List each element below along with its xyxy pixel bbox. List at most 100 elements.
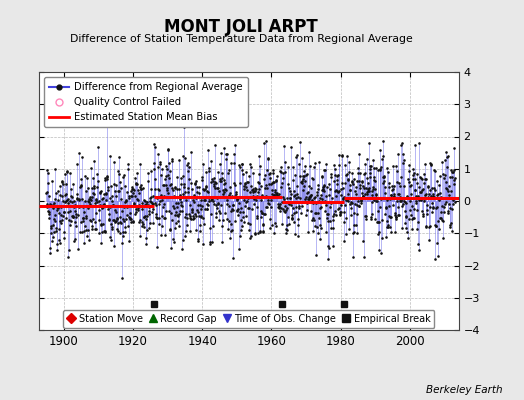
Point bbox=[115, 230, 124, 236]
Point bbox=[94, 217, 103, 223]
Point bbox=[55, 226, 63, 232]
Point bbox=[446, 174, 454, 180]
Point bbox=[76, 229, 84, 235]
Point bbox=[293, 216, 302, 222]
Point bbox=[279, 170, 288, 176]
Point bbox=[144, 170, 152, 176]
Point bbox=[252, 194, 260, 200]
Point bbox=[414, 218, 422, 225]
Point bbox=[254, 230, 262, 236]
Point bbox=[347, 198, 355, 205]
Point bbox=[221, 210, 230, 216]
Point bbox=[280, 208, 289, 214]
Point bbox=[346, 205, 355, 212]
Point bbox=[315, 214, 323, 221]
Point bbox=[90, 183, 99, 189]
Point bbox=[187, 215, 195, 222]
Point bbox=[238, 171, 247, 178]
Point bbox=[357, 197, 365, 204]
Point bbox=[208, 238, 216, 245]
Point bbox=[374, 231, 382, 237]
Point bbox=[260, 172, 269, 178]
Point bbox=[391, 212, 399, 218]
Point bbox=[388, 187, 397, 194]
Point bbox=[156, 161, 164, 167]
Point bbox=[86, 196, 95, 203]
Point bbox=[224, 226, 233, 232]
Point bbox=[225, 235, 234, 241]
Point bbox=[389, 202, 397, 208]
Point bbox=[231, 193, 239, 199]
Point bbox=[62, 191, 70, 197]
Point bbox=[164, 172, 172, 178]
Point bbox=[234, 206, 242, 213]
Point bbox=[388, 163, 397, 170]
Point bbox=[71, 214, 80, 220]
Point bbox=[46, 245, 54, 251]
Point bbox=[213, 185, 222, 191]
Point bbox=[88, 226, 96, 232]
Point bbox=[236, 164, 244, 170]
Point bbox=[237, 223, 246, 229]
Point bbox=[310, 194, 318, 201]
Point bbox=[154, 164, 162, 171]
Point bbox=[157, 166, 166, 172]
Point bbox=[297, 210, 305, 216]
Point bbox=[256, 163, 264, 170]
Point bbox=[428, 209, 436, 216]
Point bbox=[48, 203, 57, 210]
Point bbox=[351, 201, 359, 208]
Point bbox=[329, 217, 337, 223]
Point bbox=[194, 238, 202, 244]
Point bbox=[110, 243, 118, 250]
Point bbox=[365, 185, 373, 191]
Point bbox=[132, 208, 140, 215]
Point bbox=[118, 216, 127, 222]
Point bbox=[309, 228, 318, 234]
Point bbox=[313, 188, 321, 195]
Point bbox=[340, 209, 348, 215]
Point bbox=[113, 216, 122, 222]
Point bbox=[230, 201, 238, 208]
Point bbox=[430, 194, 438, 200]
Point bbox=[411, 176, 419, 182]
Point bbox=[400, 183, 408, 189]
Point bbox=[444, 153, 453, 160]
Point bbox=[189, 212, 198, 219]
Point bbox=[221, 186, 230, 192]
Point bbox=[372, 198, 380, 204]
Point bbox=[188, 206, 196, 213]
Point bbox=[247, 183, 256, 190]
Point bbox=[333, 172, 342, 179]
Point bbox=[444, 208, 452, 214]
Point bbox=[250, 196, 258, 203]
Point bbox=[438, 217, 446, 223]
Point bbox=[47, 230, 55, 236]
Point bbox=[324, 256, 333, 262]
Point bbox=[370, 174, 378, 180]
Point bbox=[96, 190, 104, 196]
Point bbox=[290, 187, 299, 194]
Point bbox=[78, 196, 86, 202]
Point bbox=[129, 190, 138, 196]
Point bbox=[214, 201, 223, 207]
Point bbox=[107, 220, 115, 227]
Point bbox=[99, 204, 107, 210]
Point bbox=[50, 216, 59, 222]
Point bbox=[181, 233, 190, 239]
Point bbox=[265, 170, 274, 176]
Point bbox=[152, 215, 161, 222]
Point bbox=[391, 163, 400, 170]
Point bbox=[116, 219, 124, 226]
Point bbox=[139, 214, 148, 220]
Point bbox=[162, 208, 170, 214]
Point bbox=[372, 165, 380, 172]
Point bbox=[416, 196, 424, 202]
Point bbox=[226, 184, 234, 190]
Point bbox=[119, 229, 127, 235]
Point bbox=[137, 186, 146, 192]
Point bbox=[171, 209, 180, 215]
Point bbox=[70, 198, 79, 204]
Point bbox=[276, 201, 285, 207]
Point bbox=[198, 202, 206, 209]
